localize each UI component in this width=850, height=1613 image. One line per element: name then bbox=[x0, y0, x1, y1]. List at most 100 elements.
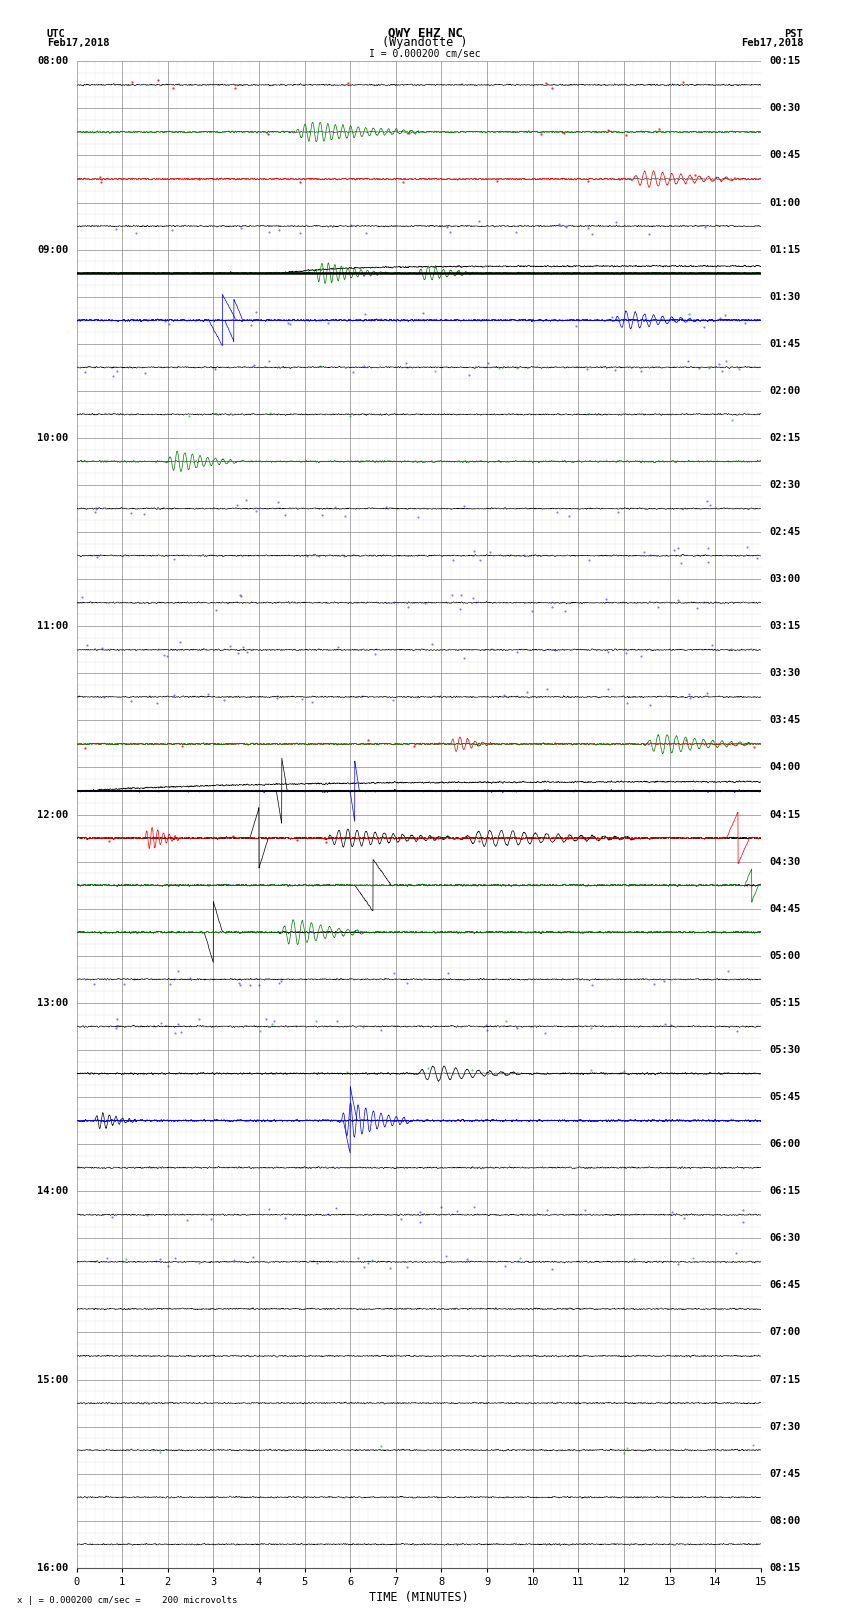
Text: (Wyandotte ): (Wyandotte ) bbox=[382, 35, 468, 50]
Text: 03:15: 03:15 bbox=[769, 621, 800, 631]
Point bbox=[228, 1247, 241, 1273]
Point bbox=[466, 584, 479, 610]
Point bbox=[320, 310, 334, 336]
Point bbox=[94, 165, 107, 190]
Point bbox=[620, 1436, 634, 1461]
Point bbox=[651, 594, 665, 619]
Point bbox=[683, 681, 696, 706]
Point bbox=[291, 827, 304, 853]
Point bbox=[239, 487, 252, 513]
Point bbox=[129, 221, 143, 247]
Point bbox=[619, 640, 632, 666]
Text: I = 0.000200 cm/sec: I = 0.000200 cm/sec bbox=[369, 48, 481, 58]
Point bbox=[480, 1016, 494, 1042]
Point bbox=[535, 121, 548, 147]
Point bbox=[479, 1013, 493, 1039]
Point bbox=[520, 679, 534, 705]
Point bbox=[647, 971, 660, 997]
Point bbox=[162, 311, 175, 337]
Point bbox=[465, 1057, 479, 1082]
Point bbox=[309, 1250, 323, 1276]
Point bbox=[106, 363, 120, 389]
Point bbox=[359, 219, 372, 245]
Point bbox=[421, 1055, 434, 1081]
Text: 02:30: 02:30 bbox=[769, 481, 800, 490]
Point bbox=[667, 537, 681, 563]
Point bbox=[394, 1207, 408, 1232]
Point bbox=[484, 539, 497, 565]
Point bbox=[736, 1197, 750, 1223]
Point bbox=[104, 306, 117, 332]
Point bbox=[125, 69, 139, 95]
Point bbox=[347, 358, 360, 384]
Point bbox=[383, 1255, 397, 1281]
Point bbox=[510, 355, 524, 381]
Point bbox=[228, 76, 241, 102]
Point bbox=[283, 311, 297, 337]
Point bbox=[273, 971, 286, 997]
Point bbox=[702, 355, 716, 381]
Point bbox=[329, 1195, 343, 1221]
Point bbox=[278, 502, 292, 527]
Point bbox=[581, 168, 594, 194]
Point bbox=[244, 311, 258, 337]
Point bbox=[98, 684, 111, 710]
Point bbox=[690, 595, 704, 621]
Point bbox=[439, 1242, 452, 1268]
Point bbox=[468, 1194, 481, 1219]
Point bbox=[538, 1019, 552, 1045]
Point bbox=[672, 1252, 685, 1277]
Point bbox=[413, 1208, 427, 1234]
Point bbox=[611, 498, 625, 524]
Text: 16:00: 16:00 bbox=[37, 1563, 68, 1573]
Point bbox=[192, 166, 206, 192]
Point bbox=[601, 676, 615, 702]
Point bbox=[357, 353, 371, 379]
Text: x | = 0.000200 cm/sec =    200 microvolts: x | = 0.000200 cm/sec = 200 microvolts bbox=[17, 1595, 237, 1605]
Point bbox=[706, 632, 719, 658]
Point bbox=[168, 1245, 182, 1271]
Point bbox=[167, 966, 181, 992]
Point bbox=[94, 169, 108, 195]
Point bbox=[233, 582, 246, 608]
Point bbox=[559, 215, 573, 240]
Point bbox=[682, 302, 695, 327]
Point bbox=[664, 1013, 677, 1039]
Point bbox=[138, 502, 151, 527]
Point bbox=[259, 1005, 273, 1031]
Point bbox=[343, 213, 357, 239]
Point bbox=[434, 1194, 448, 1219]
Point bbox=[158, 308, 172, 334]
Point bbox=[407, 734, 421, 760]
Point bbox=[453, 597, 467, 623]
Point bbox=[263, 1197, 276, 1223]
Point bbox=[724, 637, 738, 663]
Point bbox=[401, 595, 415, 621]
Text: 01:45: 01:45 bbox=[769, 339, 800, 348]
Text: 03:00: 03:00 bbox=[769, 574, 800, 584]
Point bbox=[617, 1058, 631, 1084]
Point bbox=[105, 1205, 119, 1231]
Point bbox=[697, 589, 711, 615]
Point bbox=[585, 973, 598, 998]
Point bbox=[119, 1245, 133, 1271]
Text: 06:45: 06:45 bbox=[769, 1281, 800, 1290]
Point bbox=[428, 358, 441, 384]
Point bbox=[332, 634, 345, 660]
Text: UTC: UTC bbox=[47, 29, 65, 39]
Point bbox=[450, 1198, 463, 1224]
Point bbox=[78, 360, 92, 386]
Point bbox=[677, 1205, 690, 1231]
Point bbox=[165, 216, 178, 242]
Point bbox=[558, 121, 571, 147]
Point bbox=[167, 1021, 181, 1047]
Point bbox=[264, 1011, 278, 1037]
Point bbox=[688, 161, 702, 187]
Point bbox=[162, 1253, 175, 1279]
Point bbox=[700, 487, 713, 513]
Point bbox=[580, 356, 593, 382]
Point bbox=[201, 681, 215, 706]
Point bbox=[402, 119, 416, 145]
Point bbox=[289, 1013, 303, 1039]
Point bbox=[416, 300, 430, 326]
